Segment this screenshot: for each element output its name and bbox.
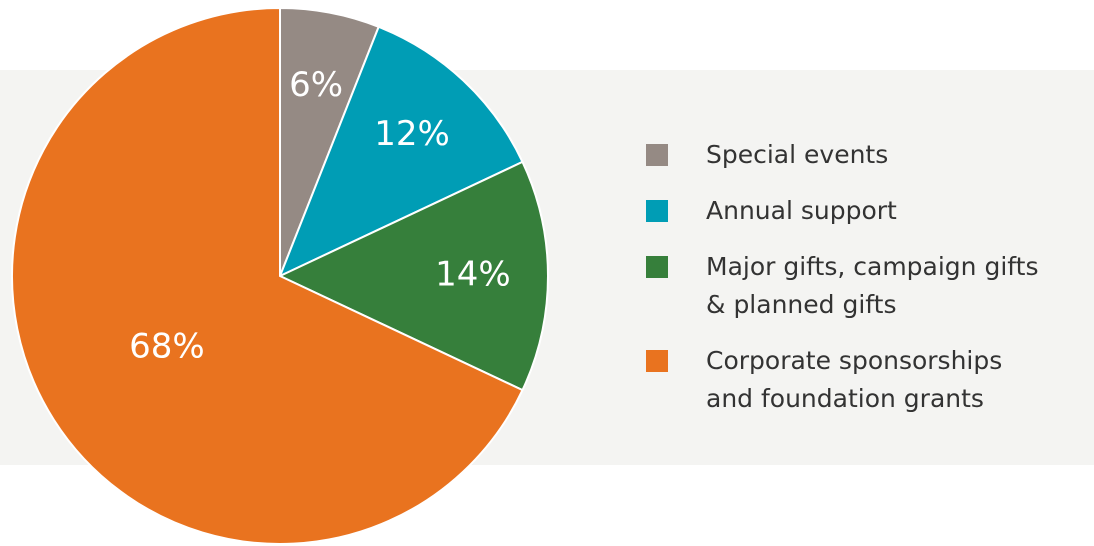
legend-item: Corporate sponsorships and foundation gr… [646, 342, 1046, 418]
pie-slice [278, 25, 524, 278]
legend-swatch [646, 350, 668, 372]
legend-item: Major gifts, campaign gifts & planned gi… [646, 248, 1046, 324]
legend-item: Special events [646, 136, 1046, 174]
slice-label: 6% [289, 65, 343, 105]
slice-label: 68% [129, 326, 205, 366]
legend-label: Annual support [706, 196, 897, 225]
pie-slice [277, 160, 550, 392]
legend-label: Corporate sponsorships and foundation gr… [706, 346, 1003, 413]
slice-label: 12% [374, 114, 450, 154]
legend-label: Special events [706, 140, 889, 169]
legend-swatch [646, 200, 668, 222]
legend-swatch [646, 144, 668, 166]
pie-slice [11, 6, 524, 545]
legend-item: Annual support [646, 192, 1046, 230]
slice-label: 14% [435, 255, 511, 295]
legend-swatch [646, 256, 668, 278]
legend: Special events Annual support Major gifts,… [646, 136, 1046, 436]
legend-label: Major gifts, campaign gifts & planned gi… [706, 252, 1039, 319]
